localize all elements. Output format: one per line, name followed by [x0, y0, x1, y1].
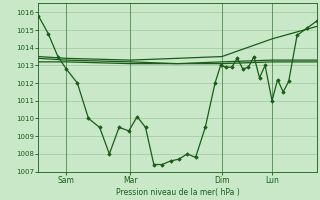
X-axis label: Pression niveau de la mer( hPa ): Pression niveau de la mer( hPa )	[116, 188, 239, 197]
